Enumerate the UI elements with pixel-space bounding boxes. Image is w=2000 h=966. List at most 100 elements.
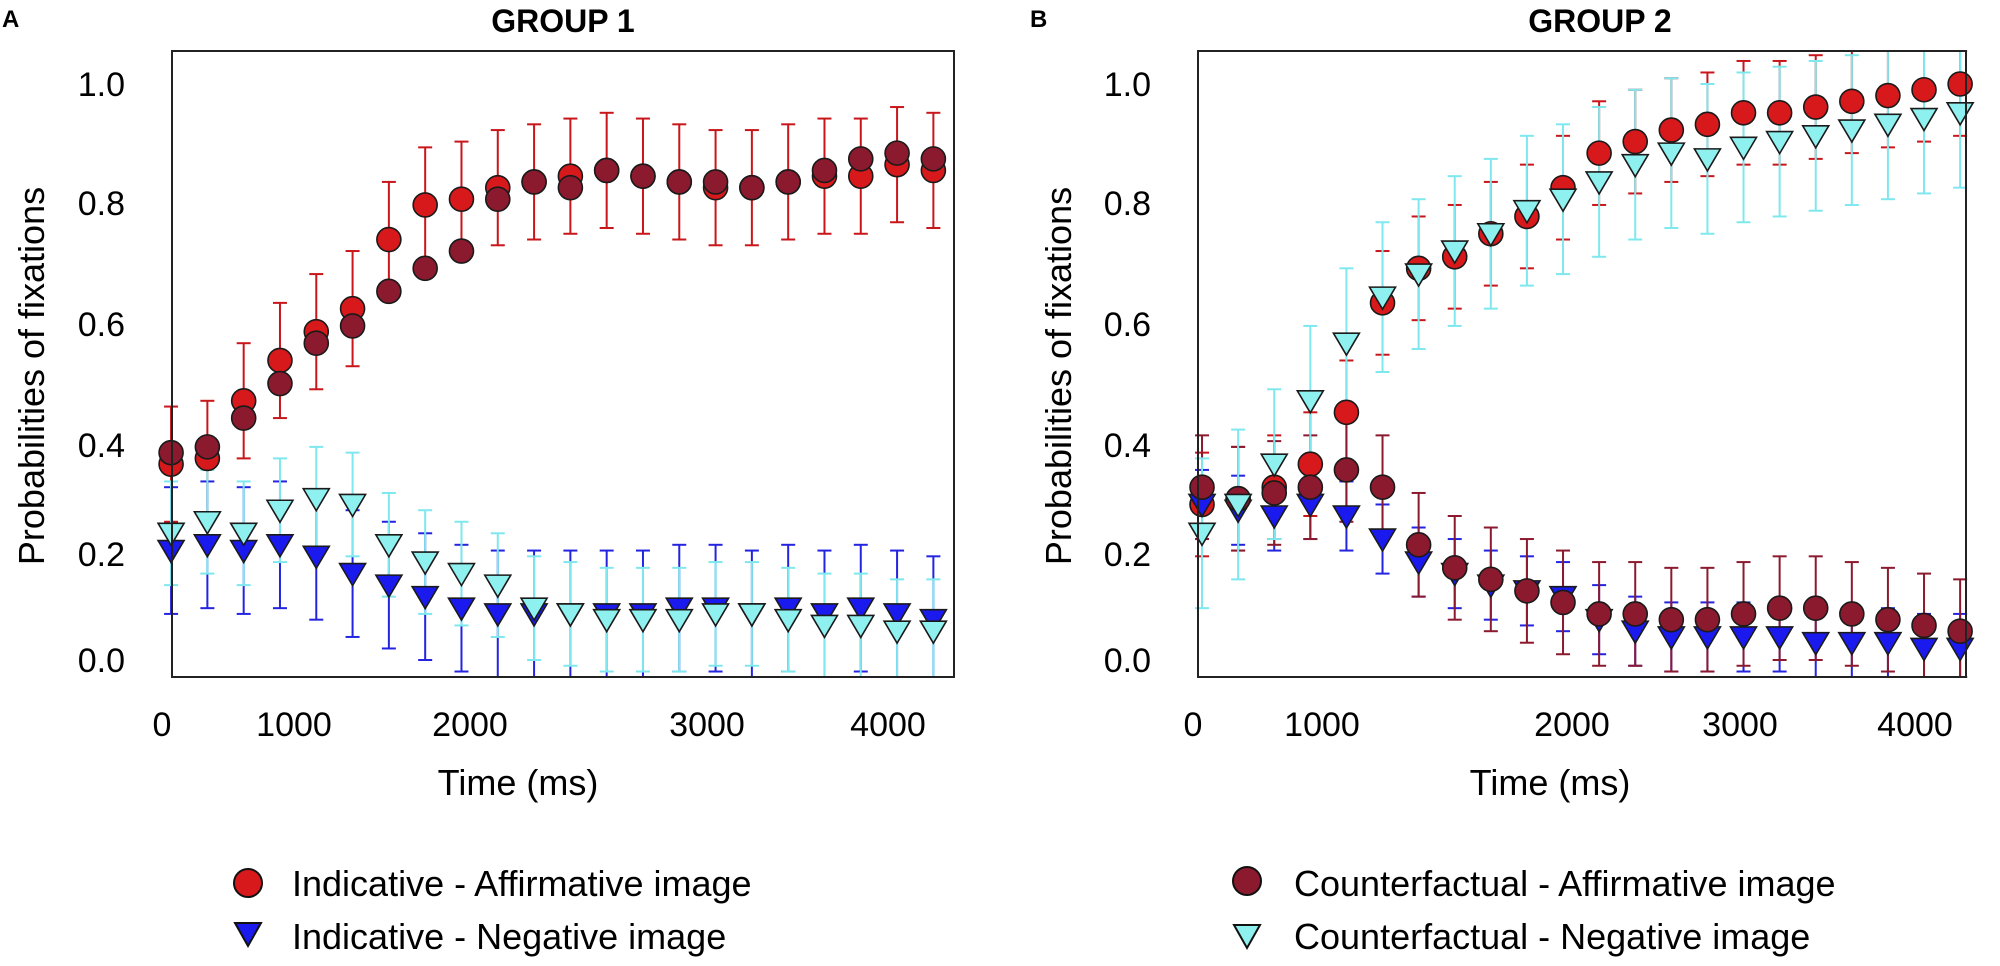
panel-b-x-ticks: 0 1000 2000 3000 4000 bbox=[1184, 706, 1953, 744]
data-point-triangle bbox=[229, 522, 259, 547]
data-point-circle bbox=[1297, 474, 1324, 501]
y-tick-label: 0.4 bbox=[78, 427, 125, 465]
panel-b-y-axis-label: Probabilities of fixations bbox=[1038, 187, 1079, 565]
data-point-circle bbox=[1947, 71, 1973, 97]
data-point-triangle bbox=[1909, 637, 1939, 663]
data-point-triangle bbox=[1801, 125, 1831, 150]
data-point-circle bbox=[1622, 128, 1649, 155]
data-point-triangle bbox=[810, 614, 839, 640]
data-point-circle bbox=[484, 186, 511, 212]
panel-b-plot-frame bbox=[1197, 50, 1967, 678]
panel-a-y-axis-label: Probabilities of fixations bbox=[11, 187, 52, 565]
data-point-circle bbox=[1586, 140, 1612, 166]
data-point-triangle bbox=[846, 597, 876, 622]
legend-a: Indicative - Affirmative image Indicativ… bbox=[233, 863, 752, 957]
y-tick-label: 1.0 bbox=[78, 66, 125, 104]
data-point-circle bbox=[1839, 601, 1865, 627]
data-point-circle bbox=[557, 174, 584, 201]
legend-circle-marker bbox=[233, 868, 263, 898]
data-point-circle bbox=[1658, 117, 1685, 143]
data-point-triangle bbox=[192, 510, 222, 536]
data-point-circle bbox=[1875, 82, 1901, 109]
legend-b: Counterfactual - Affirmative image Count… bbox=[1232, 863, 1836, 957]
data-point-triangle bbox=[1693, 148, 1722, 173]
data-point-triangle bbox=[1620, 153, 1650, 179]
data-point-triangle bbox=[483, 603, 513, 628]
data-point-triangle bbox=[1368, 286, 1397, 311]
panel-b-letter: B bbox=[1030, 6, 1047, 33]
data-point-circle bbox=[1333, 399, 1360, 426]
data-point-triangle bbox=[338, 493, 367, 519]
data-point-triangle bbox=[1873, 113, 1903, 138]
y-tick-label: 0.6 bbox=[1104, 306, 1151, 344]
data-point-circle bbox=[847, 146, 874, 172]
data-point-triangle bbox=[1765, 626, 1795, 651]
panel-a-title: GROUP 1 bbox=[491, 3, 634, 39]
data-point-circle bbox=[1369, 474, 1396, 501]
data-point-triangle bbox=[1729, 136, 1758, 161]
data-point-triangle bbox=[1801, 631, 1831, 657]
data-point-triangle bbox=[918, 620, 948, 645]
data-point-triangle bbox=[410, 551, 440, 576]
data-point-triangle bbox=[1584, 171, 1614, 196]
data-point-circle bbox=[920, 146, 947, 172]
y-tick-label: 0.8 bbox=[1104, 185, 1151, 223]
data-point-triangle bbox=[555, 603, 585, 628]
x-tick-label: 0 bbox=[1184, 706, 1203, 744]
data-point-circle bbox=[412, 192, 438, 218]
data-point-triangle bbox=[374, 574, 404, 599]
x-tick-label: 2000 bbox=[432, 706, 508, 744]
data-point-triangle bbox=[519, 597, 549, 622]
x-tick-label: 1000 bbox=[1284, 706, 1360, 744]
legend-triangle-marker bbox=[233, 922, 263, 949]
data-point-circle bbox=[1730, 601, 1757, 627]
data-point-triangle bbox=[338, 562, 367, 588]
data-point-circle bbox=[1441, 555, 1468, 581]
data-point-circle bbox=[1947, 618, 1973, 645]
legend-label: Counterfactual - Affirmative image bbox=[1294, 863, 1836, 904]
data-point-triangle bbox=[1404, 263, 1434, 288]
data-point-triangle bbox=[1548, 188, 1578, 213]
data-point-triangle bbox=[1873, 631, 1903, 657]
data-point-circle bbox=[1261, 480, 1288, 506]
data-point-circle bbox=[1875, 606, 1901, 633]
panel-a-x-axis-label: Time (ms) bbox=[438, 762, 599, 803]
data-point-triangle bbox=[1909, 107, 1939, 133]
data-point-circle bbox=[448, 238, 475, 264]
data-point-triangle bbox=[882, 620, 912, 645]
data-point-circle bbox=[1802, 595, 1829, 621]
data-point-circle bbox=[1550, 589, 1576, 616]
panel-b-y-ticks: 0.0 0.2 0.4 0.6 0.8 1.0 bbox=[1104, 66, 1151, 680]
data-point-triangle bbox=[1512, 199, 1542, 225]
data-point-circle bbox=[630, 163, 656, 189]
data-point-triangle bbox=[737, 603, 767, 628]
legend-circle-marker bbox=[1232, 866, 1262, 896]
legend-label: Indicative - Negative image bbox=[292, 916, 726, 957]
data-point-triangle bbox=[1729, 626, 1758, 651]
data-point-circle bbox=[412, 255, 438, 282]
x-tick-label: 0 bbox=[153, 706, 172, 744]
x-tick-label: 1000 bbox=[256, 706, 332, 744]
data-point-circle bbox=[230, 405, 257, 431]
data-point-triangle bbox=[447, 597, 476, 622]
data-point-triangle bbox=[664, 608, 694, 634]
y-tick-label: 1.0 bbox=[1104, 66, 1151, 104]
panel-a-plot-frame bbox=[171, 50, 955, 678]
data-point-circle bbox=[1478, 566, 1504, 593]
data-point-triangle bbox=[1259, 453, 1289, 478]
data-point-triangle bbox=[483, 574, 513, 599]
panel-a: A GROUP 1 0.0 0.2 0.4 0.6 0.8 1.0 0 1000… bbox=[2, 3, 955, 803]
panel-b-x-axis-label: Time (ms) bbox=[1470, 762, 1631, 803]
data-point-triangle bbox=[1945, 102, 1975, 127]
data-point-circle bbox=[1802, 94, 1829, 120]
data-point-triangle bbox=[1440, 240, 1470, 265]
data-point-triangle bbox=[1368, 528, 1397, 553]
data-point-circle bbox=[1658, 606, 1685, 633]
y-tick-label: 0.2 bbox=[78, 536, 125, 574]
data-point-circle bbox=[1189, 474, 1215, 501]
data-point-circle bbox=[1586, 601, 1612, 627]
y-tick-label: 0.4 bbox=[1104, 427, 1151, 465]
data-point-triangle bbox=[882, 603, 912, 628]
data-point-circle bbox=[1730, 100, 1757, 126]
